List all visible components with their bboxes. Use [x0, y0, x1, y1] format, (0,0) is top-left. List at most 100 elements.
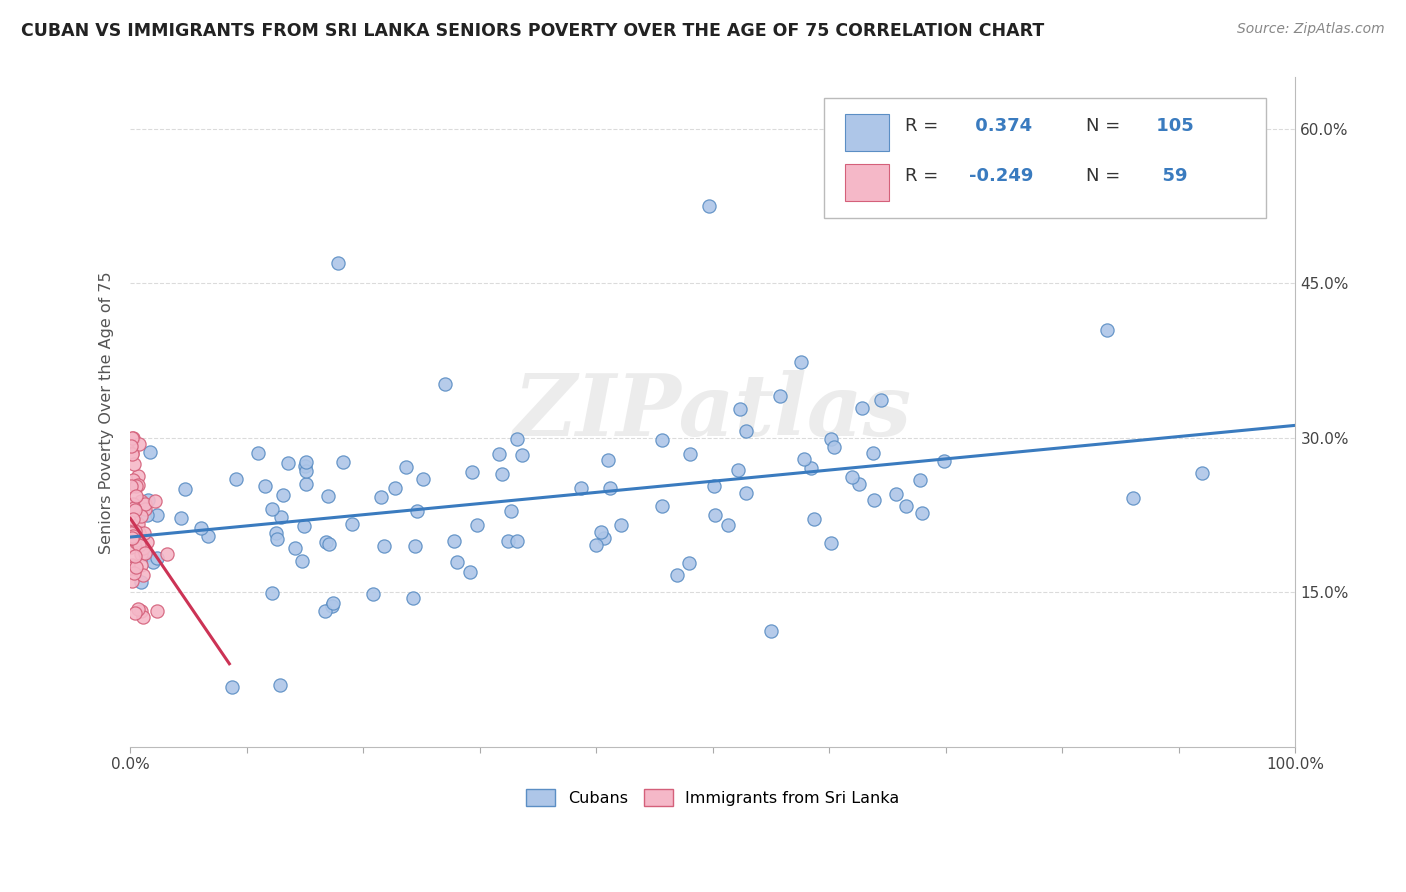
Point: [340, 516, 363, 531]
Point: [129, 500, 152, 515]
Point: [129, 509, 152, 524]
Point: [136, 508, 159, 522]
Point: [270, 510, 292, 524]
Point: [510, 448, 533, 462]
Point: [221, 680, 243, 694]
Point: [704, 508, 727, 523]
Point: [461, 466, 484, 480]
Point: [121, 497, 143, 511]
Point: [129, 494, 152, 508]
Point: [820, 432, 842, 446]
Point: [190, 521, 212, 535]
Point: [394, 460, 416, 475]
Point: [121, 531, 143, 545]
Point: [121, 561, 143, 575]
Point: [122, 457, 145, 471]
Point: [120, 439, 142, 453]
Point: [841, 470, 863, 484]
Point: [197, 529, 219, 543]
Point: [591, 524, 613, 539]
Point: [124, 607, 146, 621]
Point: [260, 585, 283, 599]
Point: [120, 540, 142, 554]
Point: [848, 476, 870, 491]
Point: [446, 555, 468, 569]
Point: [717, 518, 740, 533]
Point: [318, 537, 340, 551]
Point: [121, 446, 143, 460]
Legend: Cubans, Immigrants from Sri Lanka: Cubans, Immigrants from Sri Lanka: [520, 782, 905, 813]
Point: [125, 559, 148, 574]
Point: [254, 478, 277, 492]
Point: [1122, 491, 1144, 505]
Point: [145, 493, 167, 508]
Point: [599, 481, 621, 495]
Point: [465, 517, 488, 532]
Point: [121, 574, 143, 588]
Point: [321, 599, 343, 613]
Point: [699, 199, 721, 213]
Point: [121, 531, 143, 545]
Point: [142, 555, 165, 569]
Point: [458, 565, 481, 579]
Point: [132, 541, 155, 555]
Point: [870, 393, 893, 408]
Point: [124, 524, 146, 538]
Point: [121, 431, 143, 445]
Point: [121, 431, 143, 445]
Point: [404, 539, 426, 553]
Point: [506, 533, 529, 548]
Point: [332, 455, 354, 469]
Point: [121, 529, 143, 543]
Point: [896, 499, 918, 513]
Point: [384, 481, 406, 495]
Point: [124, 535, 146, 549]
Point: [678, 556, 700, 570]
Point: [128, 538, 150, 552]
Point: [703, 479, 725, 493]
Point: [146, 604, 169, 618]
Point: [128, 525, 150, 540]
Point: [789, 355, 811, 369]
Point: [122, 473, 145, 487]
Text: CUBAN VS IMMIGRANTS FROM SRI LANKA SENIORS POVERTY OVER THE AGE OF 75 CORRELATIO: CUBAN VS IMMIGRANTS FROM SRI LANKA SENIO…: [21, 22, 1045, 40]
Point: [322, 596, 344, 610]
Point: [120, 531, 142, 545]
Point: [136, 534, 159, 549]
Point: [127, 469, 149, 483]
Point: [225, 471, 247, 485]
Point: [373, 539, 395, 553]
Point: [291, 554, 314, 568]
Point: [120, 479, 142, 493]
Point: [316, 489, 339, 503]
Point: [131, 604, 153, 618]
Point: [125, 479, 148, 493]
Point: [122, 566, 145, 581]
Point: [932, 454, 955, 468]
Text: Source: ZipAtlas.com: Source: ZipAtlas.com: [1237, 22, 1385, 37]
Point: [125, 533, 148, 547]
Point: [585, 538, 607, 552]
Point: [1095, 323, 1118, 337]
Point: [121, 447, 143, 461]
Point: [128, 436, 150, 450]
Point: [769, 389, 792, 403]
Point: [370, 490, 392, 504]
Point: [651, 499, 673, 513]
Point: [488, 447, 510, 461]
Point: [326, 256, 349, 270]
Point: [443, 534, 465, 549]
Point: [569, 481, 592, 495]
Point: [124, 503, 146, 517]
Point: [412, 472, 434, 486]
Point: [266, 532, 288, 546]
Point: [406, 504, 429, 518]
Point: [120, 525, 142, 540]
Point: [127, 602, 149, 616]
Point: [246, 446, 269, 460]
Point: [862, 446, 884, 460]
Text: 59: 59: [1150, 167, 1187, 185]
Point: [734, 424, 756, 438]
Point: [506, 432, 529, 446]
Text: 0.374: 0.374: [969, 117, 1032, 135]
